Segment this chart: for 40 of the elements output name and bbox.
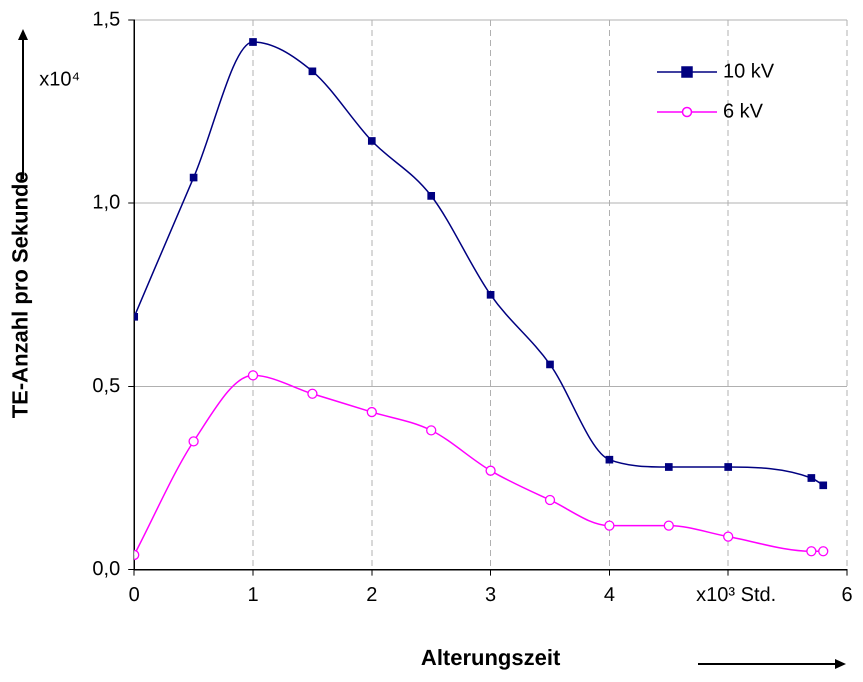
x-tick-label: 4	[604, 584, 615, 606]
x-axis-title: Alterungszeit	[420, 644, 561, 670]
point	[368, 137, 376, 145]
point	[427, 192, 436, 200]
point	[307, 388, 318, 399]
text: x10⁴	[39, 68, 80, 91]
legend-label: 6 kV	[723, 100, 764, 123]
point	[723, 531, 734, 542]
y-tick-label: 0,0	[92, 558, 120, 580]
point	[724, 463, 732, 471]
x-tick-label: 1	[247, 584, 259, 606]
x-tick-label: 6	[841, 584, 853, 606]
y-tick-label: 1,5	[92, 8, 120, 31]
point	[806, 546, 817, 556]
point	[188, 436, 199, 447]
x-tick-label: 2	[366, 584, 378, 606]
legend-label: 10 kV	[723, 60, 775, 83]
point	[366, 406, 377, 418]
point	[808, 474, 816, 482]
y-tick-label: 0,5	[92, 374, 120, 397]
point	[308, 67, 316, 76]
y-axis-title: TE-Anzahl pro Sekunde	[7, 171, 32, 418]
point	[426, 425, 436, 436]
point	[818, 546, 828, 556]
point	[486, 290, 494, 299]
point	[606, 456, 614, 464]
point	[248, 370, 258, 381]
text: x10³ Std.	[696, 584, 776, 606]
point	[190, 174, 198, 182]
point	[604, 520, 615, 531]
point	[664, 520, 674, 531]
x-tick-label: 0	[128, 584, 140, 606]
point	[819, 481, 828, 490]
point	[485, 466, 496, 476]
point	[544, 494, 556, 506]
point	[249, 38, 257, 46]
point	[546, 360, 554, 368]
x-tick-label: 3	[485, 584, 496, 606]
point	[664, 463, 673, 471]
y-tick-label: 1,0	[92, 192, 120, 214]
